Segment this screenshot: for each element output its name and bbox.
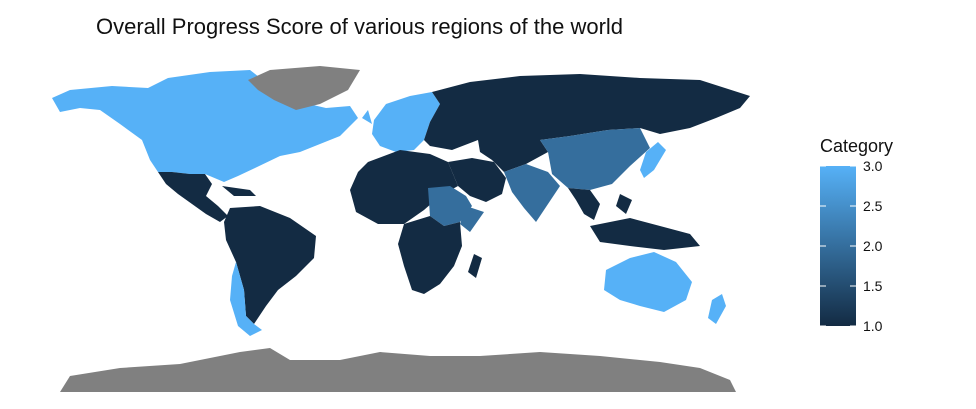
region-japan [640, 142, 666, 178]
region-north-asia [424, 74, 750, 150]
legend-tick-label: 2.5 [863, 198, 883, 214]
region-southeast-asia [568, 188, 700, 250]
region-western-europe [362, 92, 440, 152]
region-central-america [158, 172, 256, 222]
legend-ticks [820, 165, 856, 327]
legend-tick-label: 1.5 [863, 278, 883, 294]
legend-tick-label: 2.0 [863, 238, 883, 254]
legend-tick-label: 3.0 [863, 158, 883, 174]
region-sub-saharan-africa [398, 216, 482, 294]
region-south-asia [504, 164, 560, 222]
legend-tick-label: 1.0 [863, 318, 883, 334]
region-east-africa [428, 186, 484, 232]
map-title: Overall Progress Score of various region… [96, 14, 624, 39]
region-southern-cone [230, 262, 262, 336]
region-antarctica [60, 348, 736, 392]
region-east-asia [540, 128, 650, 190]
region-middle-east [448, 158, 506, 202]
region-south-america [224, 206, 316, 324]
region-greenland [248, 66, 360, 110]
region-australia [604, 252, 726, 324]
legend-title: Category [820, 136, 894, 156]
region-north-west-africa [350, 150, 458, 224]
region-central-asia [478, 140, 548, 172]
